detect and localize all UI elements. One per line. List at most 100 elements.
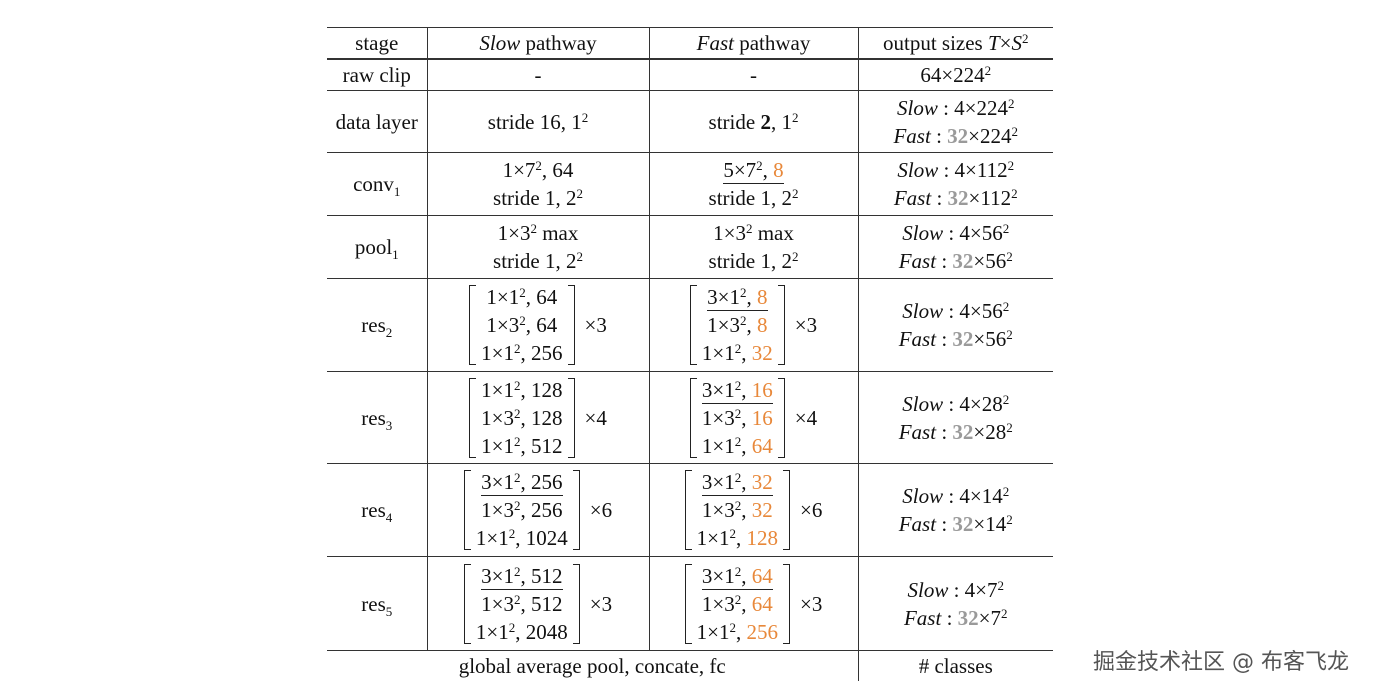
repeat-count: ×6: [800, 498, 823, 522]
text-run: 2: [535, 158, 542, 173]
cell-lines: stride 2, 12: [650, 108, 858, 136]
cell-line: global average pool, concate, fc: [327, 652, 858, 680]
text-run: 1×1: [475, 526, 509, 550]
cell-line: Slow : 4×2242: [859, 94, 1054, 122]
table-cell: # classes: [857, 650, 1053, 681]
cell-line: 1×12, 256: [697, 618, 778, 646]
table-cell: Slow : 4×1122 Fast : 32×1122: [857, 152, 1054, 216]
cell-lines: 3×12, 64 1×32, 64 1×12, 256: [684, 562, 791, 646]
cell-line: Fast : 32×72: [859, 604, 1054, 632]
text-run: ×28: [973, 419, 1007, 444]
cell-line: 1×32, 8: [702, 311, 773, 339]
text-run: Slow: [907, 577, 949, 602]
cell-line: -: [650, 61, 858, 89]
text-run: 3×1: [701, 563, 735, 588]
cell-line: 1×12, 32: [702, 339, 773, 367]
text-run: 5: [385, 603, 393, 619]
table-row: res4 3×12, 256 1×32, 256 1×12, 1024 ×6 3×12, …: [327, 463, 1054, 557]
cell-line: res2: [327, 311, 427, 339]
text-run: :: [930, 123, 948, 148]
cell-lines: stage: [327, 29, 427, 57]
cell-line: stride 2, 12: [650, 108, 858, 136]
text-run: , 128: [520, 377, 563, 402]
text-run: Fast: [898, 512, 937, 536]
text-run: Slow: [897, 158, 939, 182]
text-run: T: [987, 30, 1000, 55]
cell-lines: Slow : 4×1122 Fast : 32×1122: [859, 156, 1054, 212]
text-run: 2: [734, 405, 742, 421]
text-run: Slow: [479, 30, 521, 55]
text-run: 3×1: [701, 470, 735, 494]
text-run: 2: [734, 377, 742, 393]
text-run: 1×3: [707, 313, 740, 337]
table-cell: 3×12, 256 1×32, 256 1×12, 1024 ×6: [426, 463, 649, 557]
cell-lines: Fast pathway: [650, 29, 858, 57]
text-run: : 4×224: [937, 95, 1009, 120]
text-run: ,: [746, 313, 757, 337]
cell-lines: res5: [327, 590, 427, 618]
cell-lines: -: [428, 61, 649, 89]
text-run: , 512: [520, 563, 563, 588]
text-run: 2: [581, 109, 589, 125]
text-run: : 4×56: [943, 221, 1003, 245]
cell-line: 1×12, 64: [702, 432, 773, 460]
text-run: ,: [762, 158, 774, 182]
table-cell: 3×12, 8 1×32, 8 1×12, 32 ×3: [648, 278, 858, 372]
text-run: 32: [751, 470, 773, 494]
text-run: ×56: [973, 249, 1007, 273]
text-run: 2: [514, 405, 521, 421]
bracket-group: 3×12, 512 1×32, 512 1×12, 2048 ×3: [463, 562, 612, 646]
text-run: 32: [952, 512, 974, 536]
text-run: ,: [741, 377, 752, 402]
text-run: pathway: [520, 30, 597, 55]
text-run: 1×3: [497, 221, 531, 245]
cell-lines: pool1: [327, 233, 427, 261]
text-run: 2: [1007, 158, 1015, 173]
text-run: 2: [508, 619, 516, 635]
text-run: , 128: [520, 405, 563, 430]
text-run: 256: [746, 619, 779, 644]
text-run: 3×1: [481, 563, 514, 588]
text-run: 4: [385, 510, 393, 525]
cell-lines: Slow : 4×282 Fast : 32×282: [859, 390, 1054, 446]
text-run: 2: [1002, 391, 1010, 407]
cell-line: 1×32, 256: [476, 496, 568, 524]
cell-line: Fast : 32×142: [859, 510, 1054, 538]
text-run: # classes: [918, 653, 993, 678]
text-run: Slow: [896, 95, 938, 120]
cell-line: Fast : 32×282: [859, 418, 1054, 446]
text-run: 3: [385, 417, 393, 433]
text-run: 2: [514, 433, 521, 449]
underlined-text: 3×12, 64: [701, 563, 773, 590]
text-run: 2: [530, 221, 537, 236]
text-run: 1×3: [701, 591, 735, 616]
cell-line: 3×12, 8: [702, 283, 773, 311]
text-run: 2: [1022, 30, 1029, 46]
table-row: raw clip - - 64×2242: [327, 58, 1053, 91]
text-run: , 1: [770, 109, 792, 134]
text-run: Fast: [903, 605, 942, 630]
text-run: Slow: [902, 299, 944, 323]
text-run: S: [1011, 30, 1023, 55]
cell-lines: res3: [327, 404, 427, 432]
text-run: pathway: [733, 30, 811, 55]
table-cell: Slow : 4×72 Fast : 32×72: [857, 556, 1054, 651]
text-run: stride 1, 2: [708, 186, 792, 210]
text-run: Fast: [696, 30, 734, 55]
text-run: stage: [355, 30, 399, 55]
table-cell: data layer: [327, 90, 427, 153]
cell-line: 1×32 max: [428, 219, 649, 247]
text-run: 32: [751, 498, 773, 522]
table-cell: output sizes T×S2: [857, 27, 1053, 60]
repeat-count: ×4: [584, 405, 607, 430]
text-run: 2: [519, 313, 526, 328]
text-run: Fast: [898, 249, 937, 273]
table-cell: raw clip: [327, 58, 427, 91]
cell-lines: Slow : 4×562 Fast : 32×562: [859, 219, 1054, 275]
cell-lines: Slow : 4×72 Fast : 32×72: [859, 576, 1054, 632]
text-run: 1×1: [481, 341, 514, 365]
text-run: res: [361, 591, 386, 616]
table-row: res2 1×12, 64 1×32, 64 1×12, 256 ×3 3×12, 8 1×…: [327, 278, 1053, 372]
text-run: 2: [734, 563, 742, 579]
table-cell: Slow : 4×142 Fast : 32×142: [857, 463, 1054, 557]
